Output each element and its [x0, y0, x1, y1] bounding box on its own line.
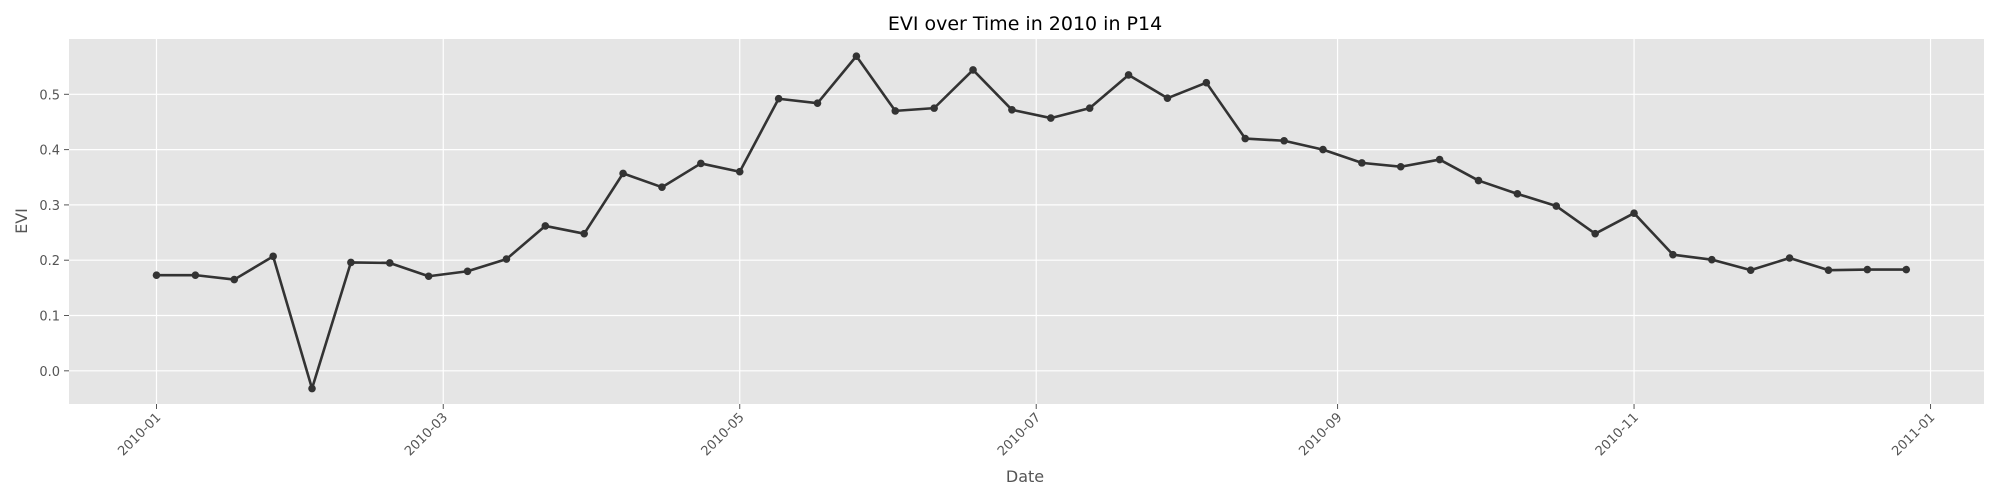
data-point [930, 104, 938, 112]
data-point [1708, 255, 1716, 264]
y-tick-label: 0.4 [39, 144, 60, 159]
data-point [1785, 254, 1794, 262]
x-tick-label: 2010-09 [1296, 410, 1345, 459]
data-point [1863, 265, 1872, 274]
x-tick-label: 2011-01 [1889, 410, 1938, 459]
chart-title: EVI over Time in 2010 in P14 [888, 13, 1162, 35]
data-point [1047, 114, 1055, 122]
data-point [1669, 250, 1677, 259]
data-point [1124, 71, 1133, 79]
x-tick-label: 2010-11 [1593, 410, 1642, 459]
x-tick-label: 2010-01 [115, 410, 164, 459]
data-point [1630, 209, 1638, 217]
data-point [1280, 136, 1288, 145]
data-point [191, 271, 200, 279]
data-point [1591, 229, 1599, 238]
data-point [619, 169, 627, 178]
data-point [774, 94, 783, 103]
data-point [1746, 266, 1755, 274]
x-axis-label: Date [1006, 467, 1044, 486]
plot-area [69, 39, 1984, 404]
data-point [1902, 265, 1911, 274]
data-point [1474, 176, 1483, 185]
data-point [269, 252, 277, 261]
data-point [697, 159, 705, 168]
data-point [813, 99, 822, 107]
y-tick-label: 0.2 [39, 254, 60, 269]
data-point [152, 271, 161, 279]
data-point [1435, 155, 1444, 164]
data-points [152, 52, 1911, 393]
data-point [735, 167, 744, 176]
x-tick-label: 2010-05 [699, 410, 748, 459]
data-point [347, 258, 355, 267]
y-tick-label: 0.0 [39, 365, 60, 380]
data-point [385, 259, 394, 267]
data-point [308, 384, 316, 393]
data-point [1241, 134, 1250, 143]
y-tick-label: 0.1 [39, 310, 60, 325]
data-point [1319, 145, 1327, 154]
y-axis-label: EVI [12, 208, 31, 234]
data-point [1163, 94, 1172, 102]
y-tick-label: 0.3 [39, 199, 60, 214]
data-point [891, 107, 900, 115]
data-point [1008, 105, 1016, 114]
data-point [230, 275, 239, 284]
data-point [1824, 266, 1833, 274]
data-point [1396, 162, 1405, 171]
data-point [541, 222, 550, 230]
x-tick-label: 2010-03 [402, 410, 451, 459]
y-tick-label: 0.5 [39, 88, 60, 103]
data-point [969, 66, 977, 74]
x-tick-label: 2010-07 [995, 410, 1044, 459]
data-point [502, 255, 511, 263]
data-point [852, 52, 861, 60]
data-point [463, 267, 472, 276]
data-point [1358, 159, 1366, 167]
data-point [580, 229, 588, 238]
data-point [1085, 104, 1094, 112]
data-point [1202, 78, 1211, 87]
data-point [1552, 202, 1561, 210]
data-point [658, 183, 666, 192]
data-point [424, 272, 433, 281]
data-point [1513, 190, 1522, 198]
series-line [156, 54, 1907, 390]
